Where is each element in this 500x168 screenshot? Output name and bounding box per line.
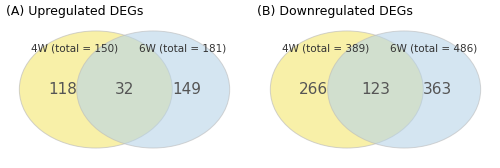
Text: 32: 32 [115,82,134,97]
Text: 266: 266 [299,82,328,97]
Text: (A) Upregulated DEGs: (A) Upregulated DEGs [6,5,143,18]
Ellipse shape [328,31,480,148]
Text: 4W (total = 150): 4W (total = 150) [32,44,118,54]
Text: 118: 118 [48,82,77,97]
Ellipse shape [76,31,230,148]
Text: (B) Downregulated DEGs: (B) Downregulated DEGs [257,5,413,18]
Text: 6W (total = 181): 6W (total = 181) [139,44,226,54]
Ellipse shape [20,31,172,148]
Text: 363: 363 [423,82,452,97]
Text: 4W (total = 389): 4W (total = 389) [282,44,370,54]
Text: 149: 149 [172,82,201,97]
Text: 123: 123 [361,82,390,97]
Text: 6W (total = 486): 6W (total = 486) [390,44,477,54]
Ellipse shape [270,31,424,148]
